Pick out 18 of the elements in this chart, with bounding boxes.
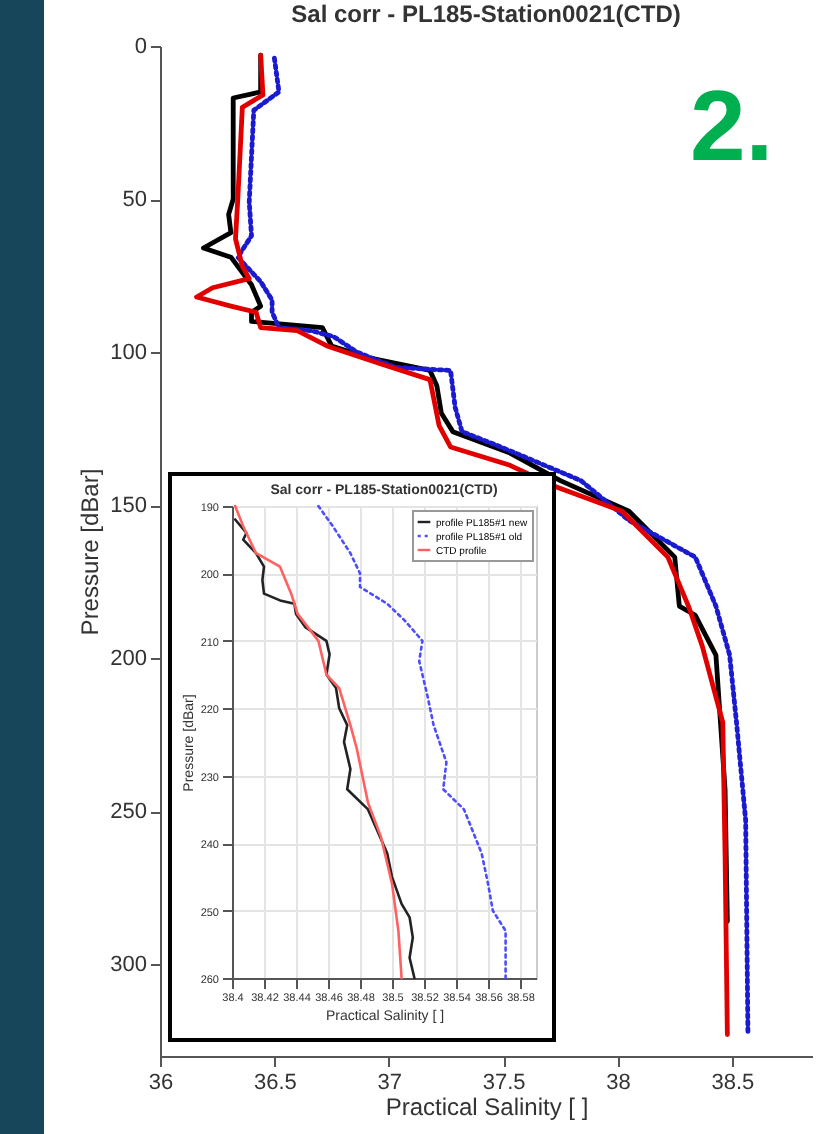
y-tick-label: 250 (110, 800, 147, 825)
x-tick-label: 36.5 (253, 1071, 297, 1095)
x-tick-label: 37.5 (482, 1071, 526, 1095)
x-tick-label: 36 (148, 1071, 174, 1095)
annotation: 2. (690, 70, 774, 182)
line-series (317, 504, 507, 980)
x-tick-label: 38 (606, 1071, 631, 1095)
y-tick-label: 200 (110, 647, 147, 672)
chart-title: Sal corr - PL185-Station0021(CTD) (291, 0, 681, 28)
x-tick-label: 37 (377, 1071, 403, 1095)
y-tick-label: 300 (110, 953, 147, 978)
y-tick-label: 150 (110, 494, 147, 519)
y-tick-label: 100 (110, 341, 147, 366)
x-axis-title: Practical Salinity [ ] (385, 1093, 589, 1121)
x-tick-label: 38.5 (711, 1071, 755, 1095)
y-tick-label: 50 (122, 188, 147, 213)
y-tick-label: 0 (134, 35, 147, 59)
y-axis-title: Pressure [dBar] (76, 468, 105, 636)
